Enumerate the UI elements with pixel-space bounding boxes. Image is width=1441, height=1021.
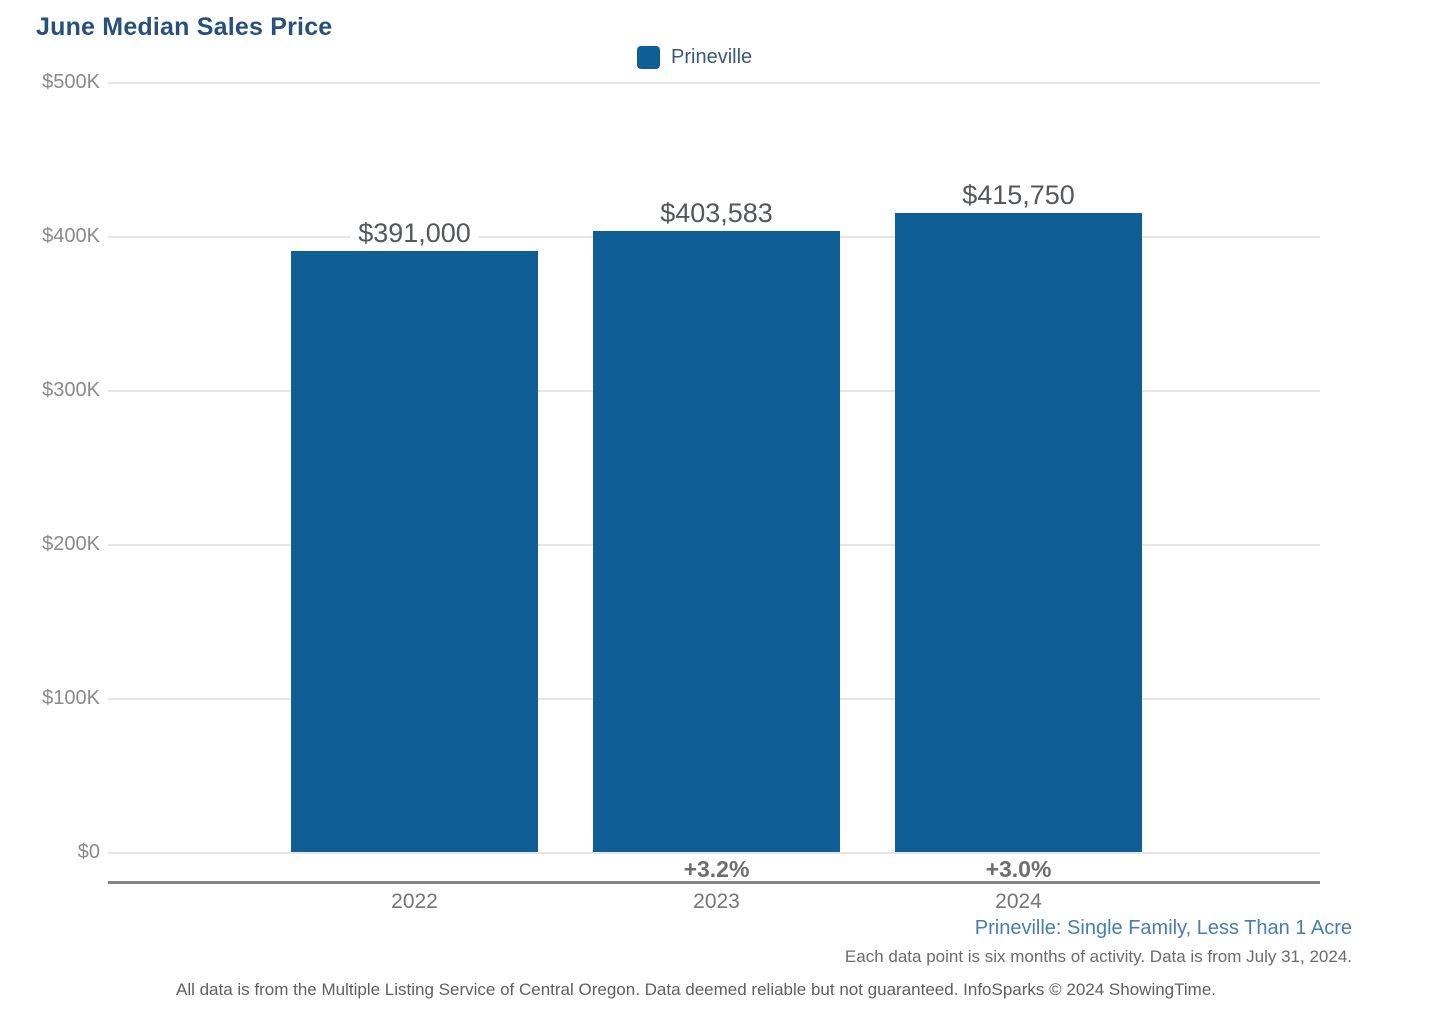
footer-disclaimer: All data is from the Multiple Listing Se…	[175, 980, 1216, 999]
footer-series-note: Prineville: Single Family, Less Than 1 A…	[974, 917, 1352, 939]
bar-2024[interactable]	[895, 212, 1142, 852]
y-axis-tick-label: $500K	[42, 71, 100, 93]
y-axis-tick-label: $0	[77, 841, 100, 863]
bar-2022[interactable]	[291, 250, 538, 852]
legend-label: Prineville	[671, 46, 753, 68]
gridline	[108, 852, 1320, 854]
y-axis-tick-label: $300K	[42, 379, 100, 401]
pct-change-label: +3.2%	[683, 856, 750, 882]
y-axis-tick-label: $100K	[42, 687, 100, 709]
bar-value-label: $403,583	[652, 197, 781, 230]
bar-2023[interactable]	[593, 231, 840, 852]
prineville-legend-swatch-icon	[637, 46, 660, 69]
bar-value-label: $415,750	[954, 178, 1083, 211]
pct-change-label: +3.0%	[985, 856, 1052, 882]
footer-data-note: Each data point is six months of activit…	[844, 947, 1352, 966]
x-axis-tick-label: 2022	[391, 890, 438, 913]
chart-title: June Median Sales Price	[36, 13, 333, 41]
x-axis-tick-label: 2024	[995, 890, 1042, 913]
x-axis-line	[108, 881, 1320, 884]
y-axis-tick-label: $200K	[42, 533, 100, 555]
legend-item-prineville[interactable]: Prineville	[637, 46, 752, 69]
bar-value-label: $391,000	[350, 216, 479, 249]
gridline	[108, 82, 1320, 84]
y-axis-tick-label: $400K	[42, 225, 100, 247]
x-axis-tick-label: 2023	[693, 890, 740, 913]
